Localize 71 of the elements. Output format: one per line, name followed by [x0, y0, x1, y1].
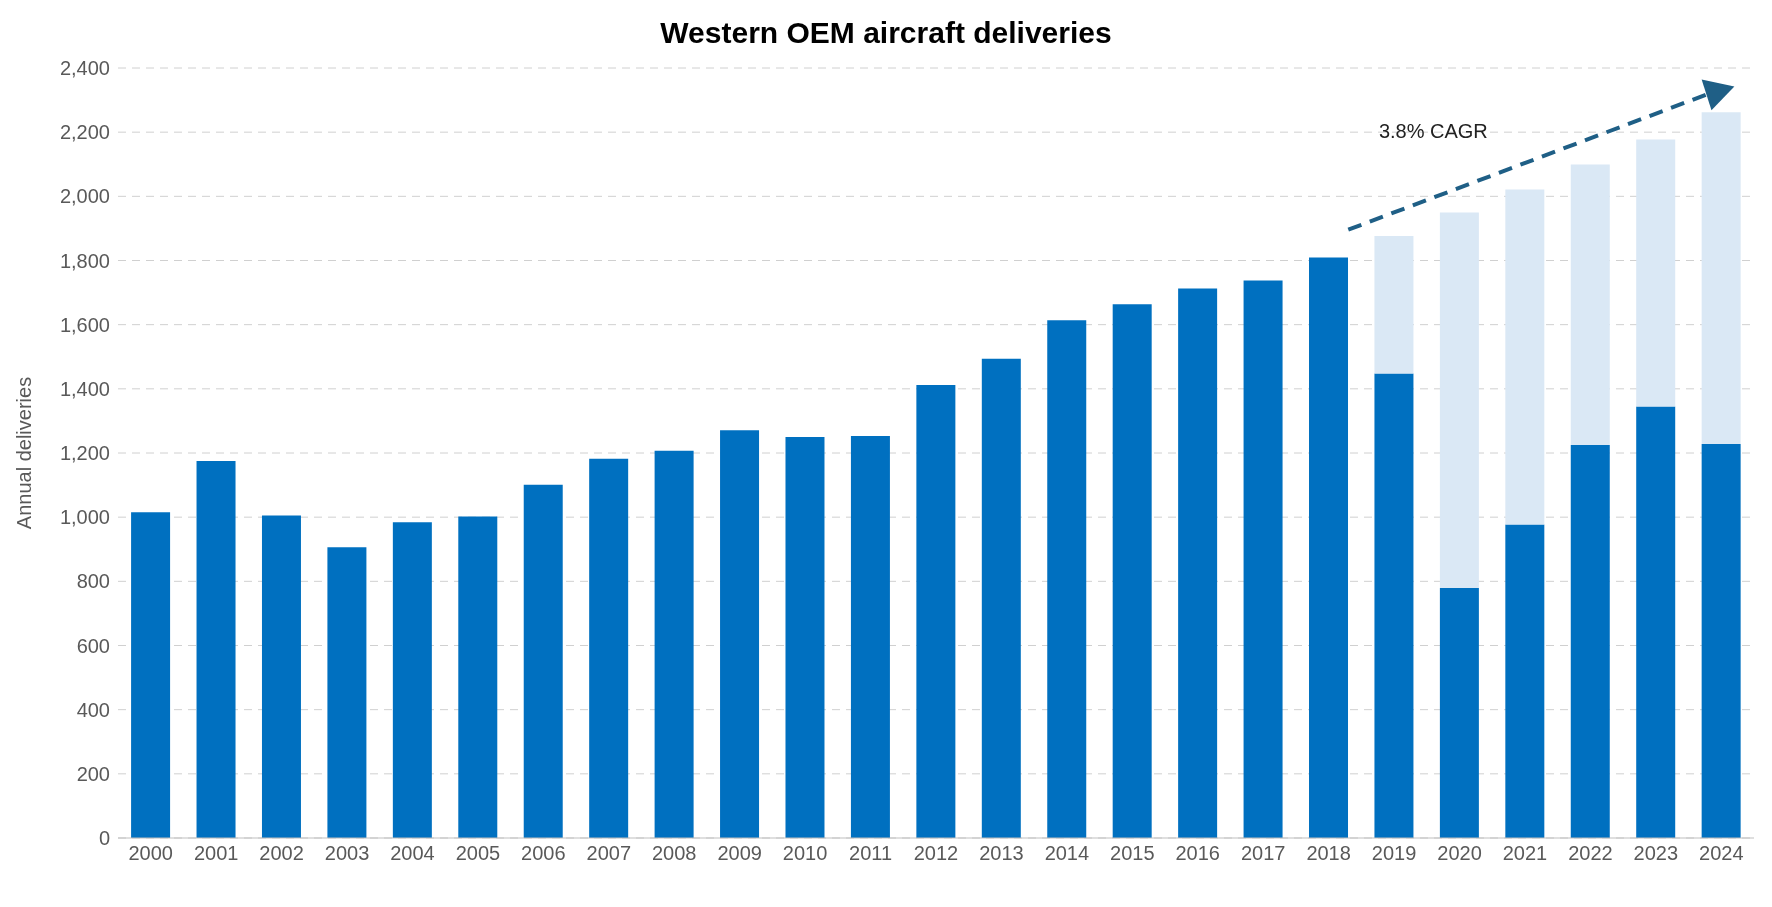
x-tick-label: 2016	[1175, 842, 1221, 865]
x-tick-label: 2006	[521, 842, 566, 865]
bar	[981, 358, 1021, 838]
bar	[261, 515, 301, 838]
x-tick-label: 2012	[913, 842, 959, 865]
annotation: 3.8% CAGR	[1378, 119, 1488, 142]
x-tick-label: 2024	[1699, 842, 1744, 865]
chart-title: Western OEM aircraft deliveries	[659, 15, 1113, 51]
x-tick-label: 2000	[128, 842, 173, 865]
x-tick-label: 2009	[717, 842, 762, 865]
x-tick-label: 2022	[1568, 842, 1613, 865]
y-tick-label: 600	[76, 634, 110, 657]
bar	[458, 516, 498, 838]
bar	[131, 512, 171, 838]
y-axis-title: Annual deliveries	[13, 376, 36, 530]
bar	[523, 484, 563, 838]
x-tick-label: 2001	[193, 842, 239, 865]
y-tick-label: 1,800	[59, 249, 110, 272]
y-tick-label: 1,200	[59, 442, 110, 465]
x-tick-label: 2023	[1633, 842, 1679, 865]
bar	[196, 461, 236, 838]
x-tick-label: 2020	[1437, 842, 1482, 865]
y-tick-label: 200	[76, 762, 110, 785]
x-tick-label: 2015	[1110, 842, 1155, 865]
y-tick-label: 400	[76, 698, 110, 721]
x-tick-label: 2003	[324, 842, 370, 865]
bar	[1439, 588, 1479, 838]
y-tick-label: 0	[98, 827, 110, 850]
x-tick-label: 2007	[586, 842, 632, 865]
bar	[1636, 406, 1676, 838]
x-tick-label: 2019	[1371, 842, 1417, 865]
y-tick-label: 1,600	[59, 313, 110, 336]
bar	[589, 458, 629, 838]
x-tick-label: 2014	[1044, 842, 1090, 865]
bar	[1309, 257, 1349, 838]
x-tick-label: 2013	[979, 842, 1024, 865]
x-tick-label: 2004	[390, 842, 435, 865]
bar	[1570, 444, 1610, 838]
bar	[1636, 139, 1676, 407]
x-tick-label: 2011	[849, 842, 893, 865]
x-tick-label: 2010	[782, 842, 828, 865]
y-tick-label: 800	[76, 570, 110, 593]
bar	[785, 436, 825, 838]
x-tick-label: 2018	[1306, 842, 1351, 865]
bar	[720, 430, 760, 838]
x-tick-label: 2008	[651, 842, 697, 865]
y-tick-label: 2,400	[59, 57, 110, 80]
bar	[392, 522, 432, 838]
y-tick-label: 2,000	[59, 185, 110, 208]
bar	[1374, 373, 1414, 838]
bar	[1047, 320, 1087, 838]
y-tick-label: 2,200	[59, 121, 110, 144]
bar	[916, 384, 956, 838]
bar	[1505, 189, 1545, 525]
bar	[1243, 280, 1283, 838]
x-tick-label: 2017	[1240, 842, 1286, 865]
bar	[1505, 524, 1545, 838]
bar	[1178, 288, 1218, 838]
bar	[850, 436, 890, 838]
x-tick-label: 2005	[455, 842, 501, 865]
bar	[1570, 164, 1610, 445]
y-tick-label: 1,400	[59, 377, 110, 400]
y-tick-label: 1,000	[59, 506, 110, 529]
x-tick-label: 2002	[259, 842, 304, 865]
x-tick-label: 2021	[1502, 842, 1548, 865]
bar	[1112, 304, 1152, 838]
bar	[654, 450, 694, 838]
bar	[1701, 444, 1741, 838]
bar	[1439, 212, 1479, 589]
bar	[1374, 236, 1414, 374]
bar	[327, 547, 367, 838]
